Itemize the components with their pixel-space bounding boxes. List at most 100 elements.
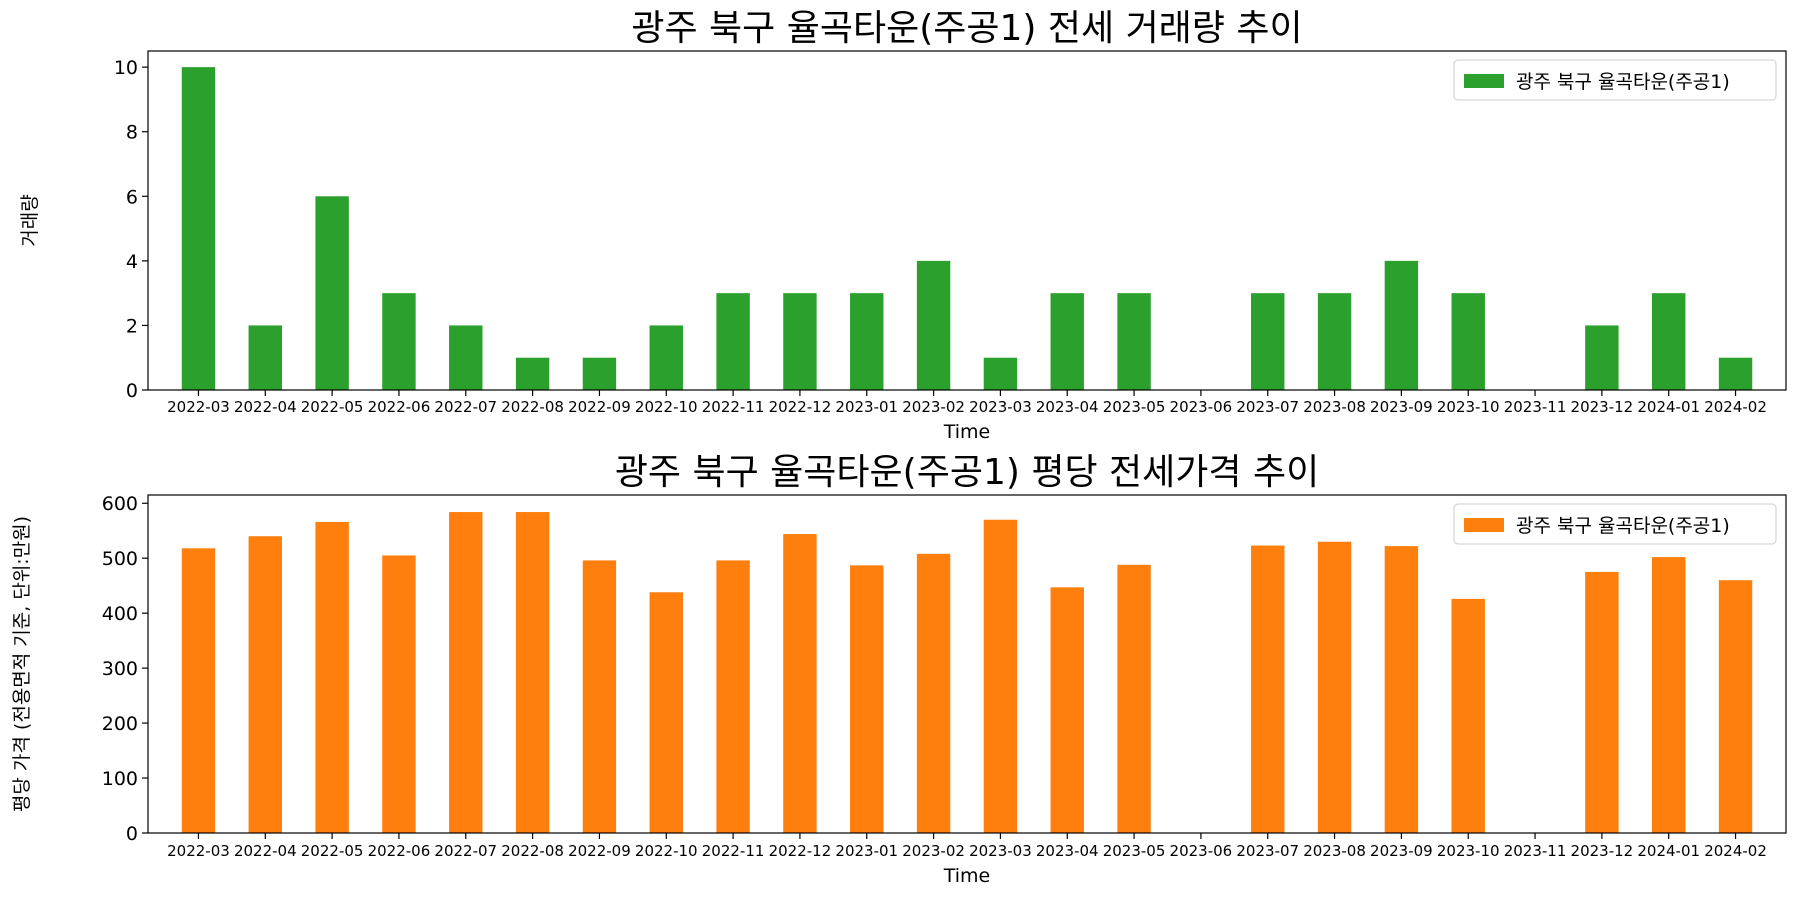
y-tick-label: 400 xyxy=(102,603,138,625)
y-tick-label: 8 xyxy=(126,122,138,144)
bar-2023-12 xyxy=(1585,325,1619,390)
x-tick-label: 2022-04 xyxy=(234,398,297,416)
chart-title: 광주 북구 율곡타운(주공1) 전세 거래량 추이 xyxy=(631,8,1302,49)
y-tick-label: 600 xyxy=(102,493,138,515)
bar-2024-01 xyxy=(1652,293,1686,390)
x-axis-label: Time xyxy=(943,865,991,887)
bar-2022-04 xyxy=(248,536,282,833)
y-tick-label: 4 xyxy=(126,251,138,273)
bar-2022-06 xyxy=(382,293,416,390)
plot-frame xyxy=(147,494,1787,834)
x-tick-label: 2023-02 xyxy=(902,398,965,416)
x-tick-label: 2023-11 xyxy=(1504,398,1567,416)
bar-2023-07 xyxy=(1251,545,1285,833)
x-tick-label: 2023-08 xyxy=(1303,842,1366,860)
x-tick-label: 2022-10 xyxy=(635,398,698,416)
x-tick-label: 2022-08 xyxy=(501,842,564,860)
x-tick-label: 2023-09 xyxy=(1370,398,1433,416)
x-tick-label: 2022-03 xyxy=(167,842,230,860)
bar-2023-12 xyxy=(1585,571,1619,833)
x-tick-label: 2024-02 xyxy=(1704,398,1767,416)
x-tick-label: 2023-01 xyxy=(835,398,898,416)
x-axis-label: Time xyxy=(943,421,991,443)
x-axis: 2022-03 2022-04 2022-05 2022-06 2022-07 2022-… xyxy=(167,833,1767,860)
bar-2022-11 xyxy=(716,560,750,833)
bar-2022-12 xyxy=(783,534,817,833)
x-tick-label: 2023-02 xyxy=(902,842,965,860)
legend-box xyxy=(1453,59,1777,101)
bars xyxy=(181,512,1753,833)
bar-2023-03 xyxy=(983,519,1018,833)
bar-2022-04 xyxy=(248,325,282,390)
bar-2023-02 xyxy=(916,260,951,390)
x-tick-label: 2022-05 xyxy=(301,398,364,416)
legend-box xyxy=(1453,503,1777,545)
y-tick-label: 0 xyxy=(126,380,138,402)
x-tick-label: 2023-05 xyxy=(1103,842,1166,860)
bar-2023-08 xyxy=(1317,541,1352,833)
y-tick-label: 10 xyxy=(114,57,138,79)
y-tick-label: 500 xyxy=(102,548,138,570)
bars xyxy=(181,67,1753,391)
bar-2023-09 xyxy=(1384,546,1419,833)
bar-2024-02 xyxy=(1718,580,1753,833)
x-tick-label: 2022-09 xyxy=(568,842,631,860)
bar-2023-04 xyxy=(1050,587,1084,833)
y-tick-label: 100 xyxy=(102,768,138,790)
bar-2023-02 xyxy=(916,553,951,833)
x-tick-label: 2023-03 xyxy=(969,398,1032,416)
bar-2023-05 xyxy=(1117,564,1151,833)
x-tick-label: 2023-12 xyxy=(1571,842,1634,860)
x-tick-label: 2023-10 xyxy=(1437,398,1500,416)
y-tick-label: 0 xyxy=(126,823,138,845)
x-tick-label: 2023-01 xyxy=(835,842,898,860)
bar-2022-06 xyxy=(382,555,416,833)
bar-2022-07 xyxy=(449,325,483,390)
legend: 광주 북구 율곡타운(주공1) xyxy=(1453,503,1777,545)
x-tick-label: 2022-05 xyxy=(301,842,364,860)
x-tick-label: 2022-12 xyxy=(769,842,832,860)
x-tick-label: 2023-07 xyxy=(1236,842,1299,860)
bar-2023-07 xyxy=(1251,293,1285,390)
y-axis-label: 평당 가격 (전용면적 기준, 단위:만원) xyxy=(11,516,33,812)
legend: 광주 북구 율곡타운(주공1) xyxy=(1453,59,1777,101)
y-tick-label: 300 xyxy=(102,658,138,680)
bar-2023-08 xyxy=(1317,293,1352,390)
x-tick-label: 2022-07 xyxy=(434,842,497,860)
bar-2022-08 xyxy=(515,357,550,390)
x-tick-label: 2023-09 xyxy=(1370,842,1433,860)
bar-2022-09 xyxy=(582,560,617,833)
x-tick-label: 2022-12 xyxy=(769,398,832,416)
x-tick-label: 2023-12 xyxy=(1571,398,1634,416)
bar-2023-09 xyxy=(1384,260,1419,390)
x-axis: 2022-03 2022-04 2022-05 2022-06 2022-07 2022-… xyxy=(167,390,1767,416)
bar-2022-09 xyxy=(582,357,617,390)
y-tick-label: 2 xyxy=(126,315,138,337)
x-tick-label: 2023-06 xyxy=(1170,842,1233,860)
bar-2022-05 xyxy=(315,521,349,833)
bar-2022-05 xyxy=(315,196,349,390)
chart-title: 광주 북구 율곡타운(주공1) 평당 전세가격 추이 xyxy=(615,452,1319,493)
bar-2022-11 xyxy=(716,293,750,390)
bar-2023-01 xyxy=(850,293,884,390)
x-tick-label: 2023-10 xyxy=(1437,842,1500,860)
x-tick-label: 2023-04 xyxy=(1036,842,1099,860)
x-tick-label: 2023-08 xyxy=(1303,398,1366,416)
x-tick-label: 2023-06 xyxy=(1170,398,1233,416)
legend-label: 광주 북구 율곡타운(주공1) xyxy=(1516,71,1730,93)
x-tick-label: 2022-03 xyxy=(167,398,230,416)
x-tick-label: 2022-06 xyxy=(368,398,431,416)
x-tick-label: 2022-04 xyxy=(234,842,297,860)
bar-2022-10 xyxy=(649,592,683,833)
y-tick-label: 200 xyxy=(102,713,138,735)
bar-2023-04 xyxy=(1050,293,1084,390)
x-tick-label: 2023-03 xyxy=(969,842,1032,860)
x-tick-label: 2022-11 xyxy=(702,398,765,416)
bar-2023-01 xyxy=(850,565,884,833)
bar-2024-01 xyxy=(1652,557,1686,833)
x-tick-label: 2022-11 xyxy=(702,842,765,860)
y-tick-label: 6 xyxy=(126,186,138,208)
bar-2022-12 xyxy=(783,293,817,390)
x-tick-label: 2024-01 xyxy=(1637,842,1700,860)
y-axis-label: 거래량 xyxy=(19,194,41,246)
